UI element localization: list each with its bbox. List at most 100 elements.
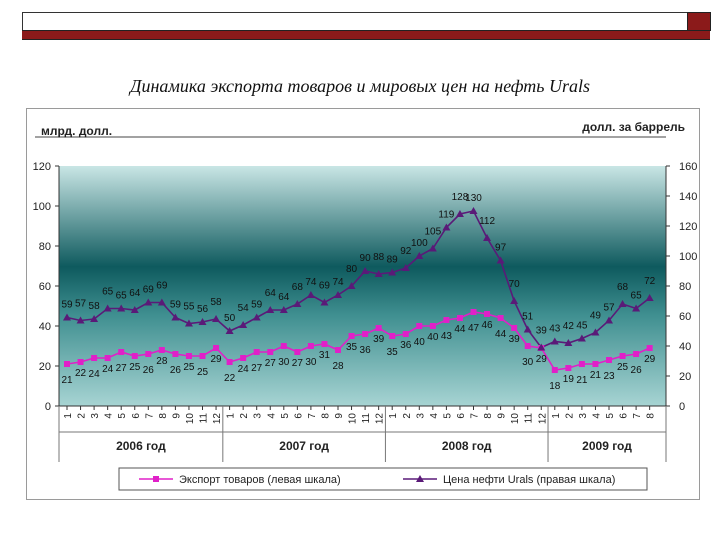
export-point (375, 325, 382, 331)
export-data-label: 44 (495, 329, 507, 340)
oil-point (306, 291, 315, 298)
export-point (131, 353, 138, 359)
month-label: 3 (415, 413, 426, 419)
oil-data-label: 56 (197, 304, 209, 315)
export-data-label: 35 (346, 342, 358, 353)
oil-data-label: 57 (75, 299, 87, 310)
oil-data-label: 68 (617, 282, 629, 293)
year-label: 2009 год (582, 439, 632, 453)
month-label: 12 (212, 413, 223, 425)
legend-box (118, 467, 648, 491)
oil-point (225, 327, 234, 334)
month-label: 8 (158, 413, 169, 419)
export-data-label: 27 (116, 363, 128, 374)
oil-point (293, 300, 302, 307)
oil-data-label: 54 (238, 303, 250, 314)
left-tick-label: 120 (33, 161, 51, 173)
export-point (416, 323, 423, 329)
oil-point (455, 210, 464, 217)
oil-point (266, 306, 275, 313)
legend-marker-export (153, 476, 159, 482)
month-label: 5 (280, 413, 291, 419)
export-data-label: 29 (210, 354, 222, 365)
oil-data-label: 70 (509, 279, 521, 290)
oil-data-label: 45 (576, 321, 588, 332)
oil-point (103, 304, 112, 312)
month-label: 8 (483, 413, 494, 419)
export-point (64, 361, 70, 367)
header-bar (22, 12, 688, 31)
oil-data-label: 80 (346, 264, 358, 275)
export-data-label: 27 (292, 358, 304, 369)
export-data-label: 24 (102, 364, 114, 375)
oil-point (618, 300, 627, 307)
oil-data-label: 65 (631, 291, 643, 302)
oil-data-label: 64 (265, 288, 277, 299)
export-data-label: 43 (441, 331, 453, 342)
month-label: 3 (253, 413, 264, 419)
month-label: 6 (293, 413, 304, 419)
export-data-label: 28 (332, 361, 344, 372)
month-label: 4 (591, 413, 602, 419)
oil-point (415, 252, 424, 259)
left-tick-label: 20 (39, 361, 51, 373)
oil-data-label: 88 (373, 252, 385, 263)
export-data-label: 47 (468, 323, 480, 334)
export-data-label: 28 (156, 356, 168, 367)
export-point (213, 345, 220, 351)
oil-data-label: 59 (251, 300, 263, 311)
oil-data-label: 58 (89, 301, 101, 312)
export-point (294, 349, 301, 355)
month-label: 3 (578, 413, 589, 419)
export-point (240, 355, 247, 361)
left-tick-label: 60 (39, 281, 51, 293)
oil-data-label: 43 (549, 324, 561, 335)
export-point (172, 351, 179, 357)
oil-data-label: 105 (425, 227, 442, 238)
export-point (267, 349, 274, 355)
oil-data-label: 42 (563, 321, 575, 332)
left-axis-unit: млрд. долл. (41, 124, 112, 138)
right-tick-label: 120 (679, 221, 697, 233)
export-data-label: 26 (143, 365, 155, 376)
export-point (429, 323, 436, 329)
export-point (578, 361, 585, 367)
export-point (185, 353, 192, 359)
export-point (91, 355, 98, 361)
month-label: 2 (402, 413, 413, 419)
oil-data-label: 65 (102, 287, 114, 298)
oil-point (632, 304, 641, 312)
export-point (362, 331, 369, 337)
oil-data-label: 69 (319, 281, 331, 292)
export-data-label: 19 (563, 374, 575, 385)
export-data-label: 39 (509, 334, 521, 345)
month-label: 1 (226, 413, 237, 419)
export-point (348, 333, 355, 339)
header-rule (22, 30, 710, 40)
month-label: 5 (605, 413, 616, 419)
series-layer (63, 207, 654, 373)
right-tick-label: 100 (679, 251, 697, 263)
export-point (619, 353, 626, 359)
oil-point (76, 316, 85, 324)
oil-point (117, 304, 126, 312)
right-tick-label: 160 (679, 161, 697, 173)
oil-point (347, 282, 356, 289)
oil-data-label: 130 (465, 193, 482, 204)
oil-point (157, 298, 166, 306)
oil-point (320, 298, 329, 306)
month-label: 2 (564, 413, 575, 419)
oil-data-label: 90 (360, 253, 372, 264)
oil-point (564, 339, 573, 346)
oil-point (130, 306, 139, 313)
oil-data-label: 119 (438, 210, 454, 221)
legend-marker-oil (416, 475, 424, 482)
export-point (551, 367, 558, 373)
oil-point (252, 313, 261, 321)
right-tick-label: 0 (679, 401, 685, 413)
oil-data-label: 55 (183, 302, 195, 313)
oil-data-label: 49 (590, 311, 602, 322)
month-label: 6 (456, 413, 467, 419)
year-label: 2008 год (442, 439, 492, 453)
month-label: 3 (90, 413, 101, 419)
